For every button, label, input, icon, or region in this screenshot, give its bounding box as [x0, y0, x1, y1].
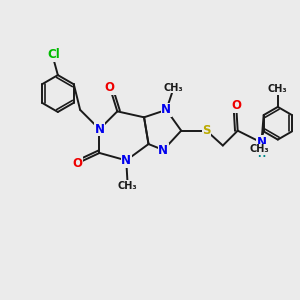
Text: N: N	[158, 143, 168, 157]
Text: H: H	[257, 149, 266, 159]
Text: O: O	[231, 99, 241, 112]
Text: CH₃: CH₃	[164, 82, 184, 93]
Text: CH₃: CH₃	[268, 84, 288, 94]
Text: O: O	[105, 81, 115, 94]
Text: N: N	[121, 154, 131, 167]
Text: N: N	[161, 103, 171, 116]
Text: N: N	[256, 136, 266, 149]
Text: Cl: Cl	[47, 48, 60, 61]
Text: CH₃: CH₃	[249, 144, 269, 154]
Text: O: O	[72, 157, 82, 170]
Text: N: N	[94, 123, 104, 136]
Text: S: S	[202, 124, 211, 137]
Text: CH₃: CH₃	[118, 181, 137, 191]
